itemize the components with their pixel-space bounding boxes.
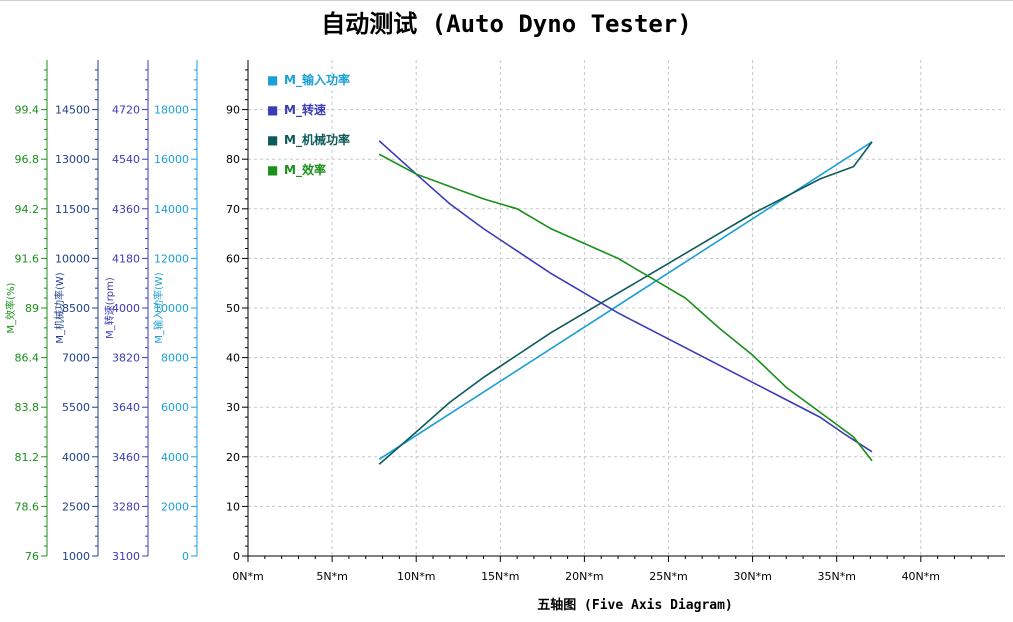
y-tick-label-speed: 3100	[112, 550, 140, 563]
x-tick-label: 20N*m	[565, 570, 603, 583]
x-tick-label: 30N*m	[733, 570, 771, 583]
series-line-2	[378, 141, 873, 465]
y-tick-label-input_power: 6000	[161, 401, 189, 414]
y-tick-label-main: 50	[226, 302, 240, 315]
y-tick-label-efficiency: 81.2	[15, 451, 40, 464]
y-tick-label-efficiency: 76	[25, 550, 39, 563]
y-tick-label-mech_power: 5500	[62, 401, 90, 414]
y-tick-label-main: 0	[233, 550, 240, 563]
y-tick-label-efficiency: 96.8	[15, 153, 40, 166]
y-tick-label-input_power: 2000	[161, 500, 189, 513]
y-tick-label-speed: 3640	[112, 401, 140, 414]
y-tick-label-input_power: 14000	[154, 203, 189, 216]
series-line-3	[378, 153, 873, 462]
y-tick-label-mech_power: 8500	[62, 302, 90, 315]
y-tick-label-speed: 3280	[112, 500, 140, 513]
y-tick-label-main: 10	[226, 500, 240, 513]
y-tick-label-mech_power: 11500	[55, 203, 90, 216]
legend-marker-0: ■	[267, 73, 278, 87]
x-tick-label: 5N*m	[316, 570, 347, 583]
series-line-1	[378, 140, 873, 453]
y-tick-label-main: 90	[226, 104, 240, 117]
legend-entry-2: M_机械功率	[284, 132, 350, 148]
top-border-line	[0, 0, 1013, 1]
legend-entry-1: M_转速	[284, 102, 326, 118]
y-tick-label-mech_power: 4000	[62, 451, 90, 464]
y-tick-label-input_power: 16000	[154, 153, 189, 166]
legend-marker-3: ■	[267, 163, 278, 177]
x-tick-label: 10N*m	[397, 570, 435, 583]
y-tick-label-efficiency: 89	[25, 302, 39, 315]
y-tick-label-main: 30	[226, 401, 240, 414]
y-tick-label-input_power: 12000	[154, 252, 189, 265]
y-tick-label-mech_power: 7000	[62, 352, 90, 365]
y-tick-label-efficiency: 83.8	[15, 401, 40, 414]
y-tick-label-speed: 3820	[112, 352, 140, 365]
y-tick-label-speed: 3460	[112, 451, 140, 464]
y-tick-label-mech_power: 14500	[55, 104, 90, 117]
y-tick-label-main: 20	[226, 451, 240, 464]
y-tick-label-mech_power: 1000	[62, 550, 90, 563]
x-axis-label: 五轴图 (Five Axis Diagram)	[537, 598, 733, 613]
y-tick-label-speed: 4180	[112, 252, 140, 265]
y-axis-title-efficiency: M_效率(%)	[4, 282, 17, 333]
y-tick-label-input_power: 10000	[154, 302, 189, 315]
y-tick-label-main: 60	[226, 252, 240, 265]
y-tick-label-input_power: 0	[182, 550, 189, 563]
y-axis-title-input_power: M_输入功率(W)	[152, 272, 165, 343]
legend-entry-0: M_输入功率	[284, 72, 350, 88]
x-tick-label: 25N*m	[649, 570, 687, 583]
chart-title: 自动测试 (Auto Dyno Tester)	[321, 10, 692, 38]
y-tick-label-efficiency: 94.2	[15, 203, 40, 216]
y-tick-label-speed: 4540	[112, 153, 140, 166]
y-tick-label-mech_power: 2500	[62, 500, 90, 513]
y-tick-label-main: 40	[226, 352, 240, 365]
y-tick-label-speed: 4000	[112, 302, 140, 315]
y-tick-label-main: 70	[226, 203, 240, 216]
y-tick-label-efficiency: 99.4	[15, 104, 40, 117]
y-axis-title-speed: M_转速(rpm)	[103, 277, 116, 339]
x-tick-label: 15N*m	[481, 570, 519, 583]
x-tick-label: 40N*m	[902, 570, 940, 583]
y-tick-label-efficiency: 78.6	[15, 500, 40, 513]
y-tick-label-mech_power: 10000	[55, 252, 90, 265]
legend-marker-2: ■	[267, 133, 278, 147]
legend-entry-3: M_效率	[284, 162, 326, 178]
y-tick-label-mech_power: 13000	[55, 153, 90, 166]
x-tick-label: 35N*m	[817, 570, 855, 583]
legend-marker-1: ■	[267, 103, 278, 117]
y-tick-label-input_power: 4000	[161, 451, 189, 464]
y-axis-title-mech_power: M_机械功率(W)	[53, 272, 66, 343]
y-tick-label-speed: 4720	[112, 104, 140, 117]
y-tick-label-efficiency: 86.4	[15, 352, 40, 365]
y-tick-label-input_power: 8000	[161, 352, 189, 365]
y-tick-label-efficiency: 91.6	[15, 252, 40, 265]
y-tick-label-speed: 4360	[112, 203, 140, 216]
x-tick-label: 0N*m	[232, 570, 263, 583]
y-tick-label-main: 80	[226, 153, 240, 166]
y-tick-label-input_power: 18000	[154, 104, 189, 117]
